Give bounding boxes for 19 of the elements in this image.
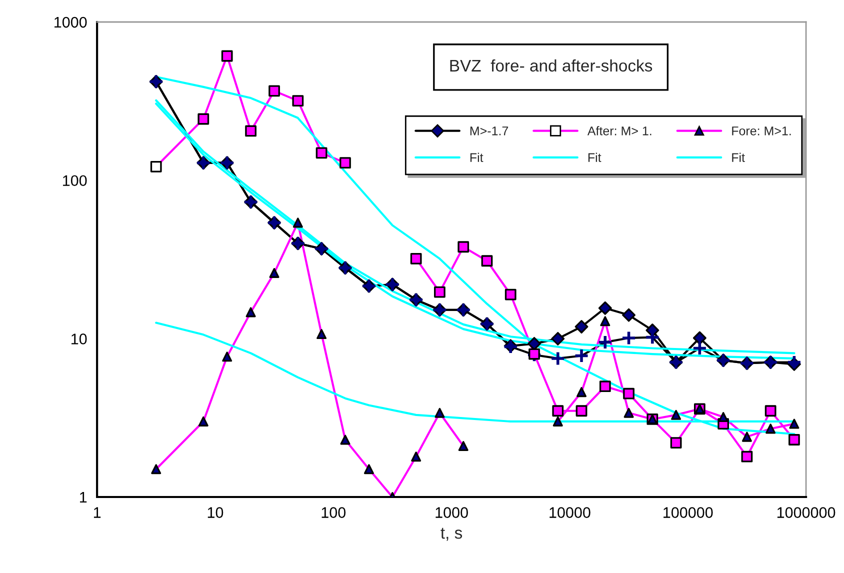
- x-tick-label: 1000000: [777, 507, 836, 518]
- legend-label: Fore: M>1.: [732, 126, 791, 136]
- x-tick-label: 100000: [664, 507, 713, 518]
- legend-label: After: M> 1.: [587, 126, 652, 136]
- y-tick-label: 1: [80, 492, 87, 503]
- y-tick-label: 10: [72, 334, 87, 344]
- text: BVZ fore- and after-shocks: [450, 59, 652, 72]
- x-tick-label: 10000: [550, 507, 590, 518]
- legend-label: Fit: [588, 152, 602, 162]
- x-tick-label: 1000: [436, 507, 468, 518]
- legend-label: Fit: [732, 152, 745, 162]
- x-tick-label: 10: [208, 507, 224, 518]
- x-tick-label: 1: [94, 507, 101, 518]
- x-tick-label: 100: [322, 507, 346, 518]
- x-axis-title: t, s: [440, 528, 462, 541]
- legend-label: M>-1.7: [470, 126, 508, 136]
- y-tick-label: 1000: [54, 16, 87, 28]
- legend-label: Fit: [470, 152, 484, 162]
- y-tick-label: 100: [63, 175, 87, 186]
